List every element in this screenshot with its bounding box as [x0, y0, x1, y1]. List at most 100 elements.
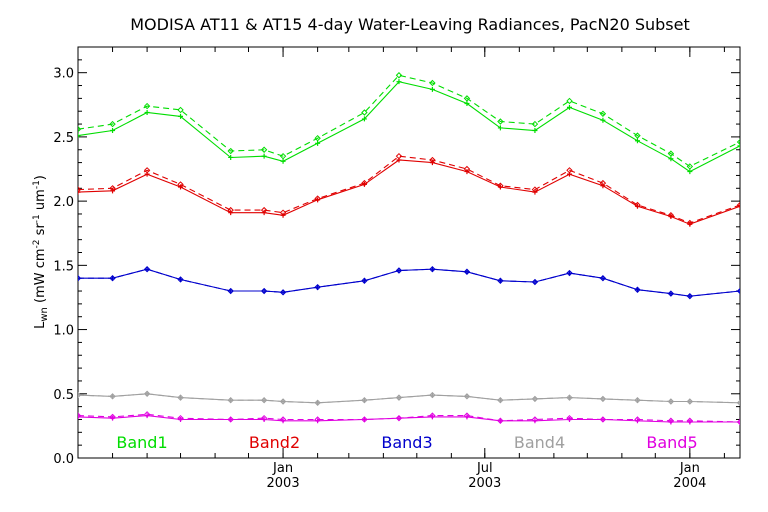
band2-at11-point: [280, 212, 286, 218]
band1-at15-point: [227, 147, 234, 155]
y-tick-label: 2.5: [53, 131, 74, 146]
band1-at15-point: [599, 110, 607, 117]
band4-at11-point: [396, 395, 402, 401]
legend-band5: Band5: [646, 433, 697, 452]
band4-at11-point: [429, 392, 435, 398]
band3-at15-point: [736, 287, 740, 295]
band4-at15-line: [78, 393, 740, 404]
band1-at11-point: [178, 113, 184, 119]
band4-at15-point: [429, 391, 436, 399]
band5-at15-point: [227, 416, 234, 423]
band1-at15-point: [361, 109, 368, 116]
series-group: [78, 72, 740, 426]
band1-at11-point: [737, 143, 740, 149]
legend-band4: Band4: [514, 433, 565, 452]
series-layer: [78, 72, 740, 426]
x-tick-year: 2003: [468, 476, 501, 491]
band3-at11-point: [110, 275, 116, 281]
svg-text:Lwn (mW cm-2 sr-1 um-1): Lwn (mW cm-2 sr-1 um-1): [32, 175, 50, 329]
band4-at15-point: [314, 399, 321, 406]
band2-at11-point: [361, 181, 367, 187]
band3-at11-point: [396, 267, 402, 273]
band4-at11-point: [144, 391, 150, 397]
band3-at15-point: [429, 265, 436, 273]
x-tick-year: 2004: [673, 476, 706, 491]
band5-at11-point: [668, 419, 674, 425]
band1-at15-point: [143, 102, 151, 110]
x-tick-month: Jan: [679, 461, 700, 476]
band1-at15-point: [314, 134, 321, 142]
band5-at11-point: [78, 414, 81, 420]
y-tick-label: 0.5: [53, 388, 74, 403]
band3-at11-point: [429, 266, 435, 272]
band2-at11-point: [566, 171, 572, 177]
band3-at15-point: [599, 274, 607, 282]
band3-at11-line: [78, 268, 740, 297]
band5-at11-point: [396, 415, 402, 421]
legend-band2: Band2: [249, 433, 300, 452]
band5-at11-point: [315, 418, 321, 424]
band2-at11-point: [228, 210, 234, 216]
band3-at11-point: [532, 279, 538, 285]
band4-at15-point: [78, 391, 82, 399]
y-axis: 0.0 0.5 1.0 1.5 2.0 2.5 3.0: [53, 59, 740, 467]
band4-at11-point: [228, 397, 234, 403]
band5-at15-point: [78, 412, 82, 419]
band5-at11-point: [464, 414, 470, 420]
band3-at11-point: [78, 275, 81, 281]
band5-at15-point: [599, 416, 607, 423]
band1-at15-point: [686, 163, 694, 170]
band1-at11-point: [361, 116, 367, 122]
x-tick-month: Jul: [476, 461, 493, 476]
band1-at11-point: [280, 158, 286, 164]
band1-at15-point: [531, 120, 539, 128]
band5-at11-point: [110, 415, 116, 421]
band4-at11-point: [110, 393, 116, 399]
band2-at11-point: [737, 203, 740, 209]
band4-at11-point: [687, 398, 693, 404]
band5-at11-point: [429, 414, 435, 420]
band2-at11-point: [532, 189, 538, 195]
band1-at11-point: [429, 86, 435, 92]
band1-at15-point: [497, 118, 504, 125]
band4-at11-point: [634, 397, 640, 403]
band2-at11-point: [144, 171, 150, 177]
y-axis-label: Lwn (mW cm-2 sr-1 um-1): [32, 175, 50, 329]
band1-at15-point: [429, 79, 436, 87]
band3-at15-line: [78, 268, 740, 297]
chart-title: MODISA AT11 & AT15 4-day Water-Leaving R…: [130, 15, 690, 34]
band2-at11-point: [464, 169, 470, 175]
band1-at11-point: [464, 101, 470, 107]
band1-at11-point: [110, 127, 116, 133]
band3-at15-point: [279, 289, 287, 296]
band4-at11-point: [600, 396, 606, 402]
band2-at15-point: [78, 186, 82, 193]
band5-at11-point: [144, 413, 150, 419]
band4-at11-point: [532, 396, 538, 402]
band1-at11-point: [228, 154, 234, 160]
band5-at11-point: [280, 418, 286, 424]
band4-at11-point: [497, 397, 503, 403]
band1-at15-point: [634, 132, 641, 139]
band3-at11-point: [600, 275, 606, 281]
band3-at11-point: [228, 288, 234, 294]
band3-at15-point: [143, 265, 151, 273]
band4-at11-point: [280, 398, 286, 404]
band1-at11-point: [497, 125, 503, 131]
band1-at11-point: [600, 117, 606, 123]
band2-at11-line: [78, 159, 740, 225]
band1-at15-point: [736, 138, 740, 146]
band1-at15-point: [667, 150, 675, 157]
band3-at11-point: [566, 270, 572, 276]
band1-at15-point: [395, 72, 403, 79]
band2-at11-point: [78, 189, 81, 195]
band1-at11-line: [78, 81, 740, 173]
band5-at15-point: [361, 416, 368, 423]
band3-at11-point: [737, 288, 740, 294]
band2-at11-point: [687, 221, 693, 227]
band1-at11-point: [668, 156, 674, 162]
band1-at11-point: [532, 127, 538, 133]
band5-at11-point: [497, 418, 503, 424]
